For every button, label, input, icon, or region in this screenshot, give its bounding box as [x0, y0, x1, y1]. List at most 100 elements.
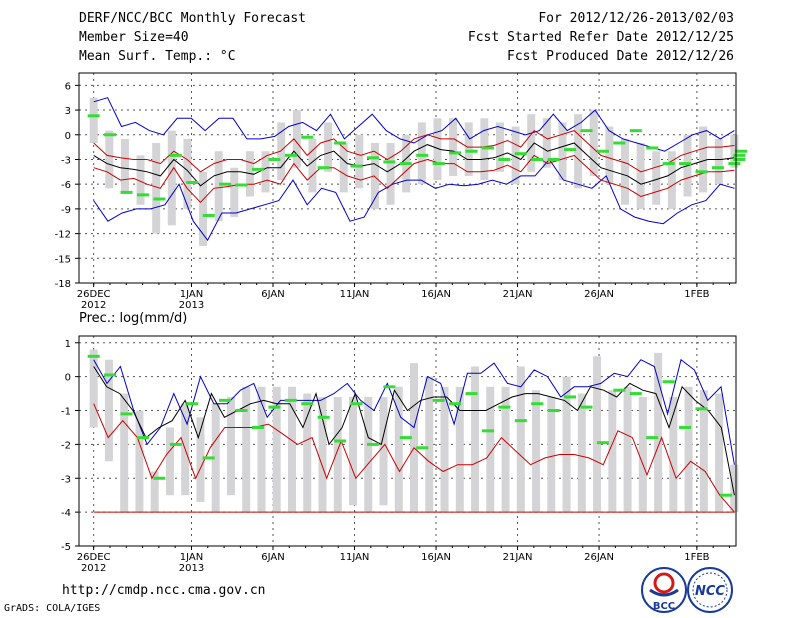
ensemble-box	[486, 386, 495, 513]
ytick-label: 0	[65, 131, 71, 142]
ensemble-box	[464, 122, 473, 176]
ensemble-box	[230, 167, 239, 218]
forecast-start-date: Fcst Started Refer Date 2012/12/25	[467, 30, 734, 45]
ensemble-box	[495, 122, 504, 172]
median-marker	[547, 409, 560, 413]
median-marker	[169, 153, 182, 157]
ensemble-box	[699, 126, 708, 193]
ensemble-box	[226, 396, 235, 496]
median-marker	[350, 164, 363, 168]
median-marker	[153, 197, 166, 201]
median-marker	[679, 162, 692, 166]
ensemble-box	[532, 390, 541, 513]
median-marker	[334, 439, 347, 443]
xtick-label: 21JAN	[503, 552, 533, 563]
median-marker	[202, 456, 215, 460]
median-marker	[498, 157, 511, 161]
median-marker	[366, 442, 379, 446]
xtick-label: 16JAN	[421, 289, 451, 300]
grads-credit: GrADS: COLA/IGES	[4, 603, 101, 614]
median-marker	[596, 149, 609, 153]
ensemble-box	[89, 97, 98, 143]
ensemble-box	[303, 393, 312, 513]
ensemble-box	[136, 155, 145, 205]
ensemble-box	[667, 151, 676, 209]
median-marker	[104, 133, 117, 137]
ensemble-box	[167, 130, 176, 226]
median-marker	[251, 425, 264, 429]
xtick-year-label: 2012	[81, 563, 106, 574]
median-marker	[235, 183, 248, 187]
median-marker	[629, 392, 642, 396]
median-marker	[580, 405, 593, 409]
median-marker	[711, 166, 724, 170]
xtick-label: 26DEC	[77, 552, 111, 563]
xtick-label: 21JAN	[503, 289, 533, 300]
ensemble-box	[511, 126, 520, 185]
ensemble-box	[150, 471, 159, 513]
upper-blue-line	[93, 358, 735, 465]
ytick-label: -18	[55, 279, 71, 290]
ensemble-box	[669, 396, 678, 513]
median-marker	[695, 407, 708, 411]
ensemble-box	[623, 386, 632, 513]
median-marker	[136, 436, 149, 440]
ensemble-box	[593, 356, 602, 513]
xtick-label: 26JAN	[584, 289, 614, 300]
ensemble-box	[292, 110, 301, 168]
median-marker	[334, 141, 347, 145]
median-marker	[613, 388, 626, 392]
lower-blue-line	[93, 158, 735, 242]
ytick-label: -4	[61, 508, 71, 519]
median-marker	[564, 395, 577, 399]
median-marker	[87, 354, 100, 358]
ensemble-box	[433, 118, 442, 181]
ensemble-box	[636, 143, 645, 209]
median-marker	[120, 412, 133, 416]
median-marker	[498, 405, 511, 409]
ytick-label: -6	[61, 180, 71, 191]
median-marker	[646, 436, 659, 440]
ensemble-box	[605, 126, 614, 185]
median-marker	[383, 160, 396, 164]
median-marker	[733, 153, 746, 157]
median-marker	[481, 429, 494, 433]
ensemble-box	[417, 122, 426, 185]
ensemble-box	[364, 396, 373, 513]
ytick-label: -3	[61, 155, 71, 166]
xtick-label: 11JAN	[340, 289, 370, 300]
median-marker	[733, 157, 746, 161]
median-marker	[317, 166, 330, 170]
ensemble-box	[135, 410, 144, 513]
plot-frame	[78, 72, 737, 284]
upper-blue-line	[93, 97, 735, 152]
ytick-label: -3	[61, 474, 71, 485]
xtick-label: 16JAN	[421, 552, 451, 563]
median-marker	[186, 402, 199, 406]
source-url[interactable]: http://cmdp.ncc.cma.gov.cn	[62, 583, 266, 598]
ensemble-mean-line	[93, 366, 735, 496]
ytick-label: 3	[65, 106, 71, 117]
ensemble-box	[542, 118, 551, 168]
bcc-logo-text: BCC	[653, 601, 675, 612]
ensemble-box	[440, 386, 449, 513]
ensemble-box	[120, 138, 129, 193]
ytick-label: -2	[61, 440, 71, 451]
panel-title: Prec.: log(mm/d)	[79, 311, 187, 326]
median-marker	[695, 170, 708, 174]
ytick-label: -5	[61, 542, 71, 553]
median-marker	[399, 436, 412, 440]
ensemble-box	[199, 171, 208, 246]
median-marker	[219, 182, 232, 186]
ncc-logo-text: NCC	[695, 584, 725, 599]
ensemble-box	[638, 396, 647, 513]
median-marker	[662, 380, 675, 384]
ensemble-box	[165, 427, 174, 496]
median-marker	[514, 419, 527, 423]
ensemble-box	[730, 134, 739, 168]
ensemble-box	[287, 386, 296, 513]
xtick-label: 26DEC	[77, 289, 111, 300]
median-marker	[734, 149, 747, 153]
median-marker	[251, 167, 264, 171]
xtick-label: 1FEB	[684, 552, 709, 563]
